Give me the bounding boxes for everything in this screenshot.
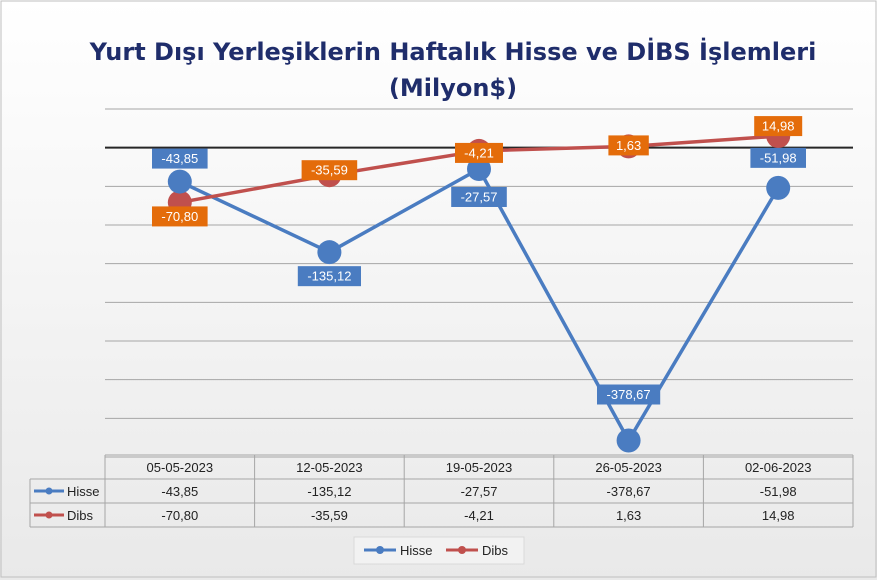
data-table: 05-05-2023 12-05-2023 19-05-2023 26-05-2023… [29,454,854,528]
data-label-box [152,206,208,227]
data-label: -70,80 [161,209,198,224]
table-series-name: Hisse [67,484,100,499]
data-label-box [451,186,507,207]
table-key-marker [45,511,53,519]
data-label: -51,98 [760,150,797,165]
table-header-cell: 12-05-2023 [296,460,363,475]
table-cell: -70,80 [161,508,198,523]
legend-key-marker [376,546,384,554]
chart-title: Yurt Dışı Yerleşiklerin Haftalık Hisse v… [89,37,817,66]
data-label-box [608,135,649,156]
data-label: 1,63 [616,138,641,153]
data-label-box [297,266,361,287]
table-header-cell: 05-05-2023 [147,460,214,475]
table-header-cell: 02-06-2023 [745,460,812,475]
table-cell: -51,98 [760,484,797,499]
table-cell: -4,21 [464,508,494,523]
legend-entry: Dibs [482,543,509,558]
legend-key-marker [458,546,466,554]
data-label-box [754,116,803,137]
data-label-box [301,160,358,181]
data-label-box [750,147,806,168]
table-cell: -378,67 [607,484,651,499]
table-cell: 1,63 [616,508,641,523]
chart-subtitle: (Milyon$) [389,74,517,102]
table-series-name: Dibs [67,508,94,523]
data-label: 14,98 [762,119,795,134]
table-cell: -43,85 [161,484,198,499]
marker-hisse [167,169,192,194]
data-label: -27,57 [461,189,498,204]
data-label: -43,85 [161,151,198,166]
data-label-box [597,384,661,405]
table-header-cell: 19-05-2023 [446,460,513,475]
data-label: -4,21 [464,145,494,160]
table-key-marker [45,487,53,495]
table-cell: 14,98 [762,508,795,523]
data-label-box [455,142,503,163]
data-label: -378,67 [607,387,651,402]
marker-hisse [616,428,641,453]
marker-hisse [766,175,791,200]
marker-hisse [317,240,342,265]
table-cell: -135,12 [307,484,351,499]
legend-entry: Hisse [400,543,433,558]
table-cell: -35,59 [311,508,348,523]
data-label: -35,59 [311,163,348,178]
table-cell: -27,57 [461,484,498,499]
legend: Hisse Dibs [353,536,525,565]
data-label: -135,12 [307,269,351,284]
data-label-box [152,148,208,169]
data-labels: -43,85 -135,12 -27,57 -378,67 -51,98 -70,80 -3… [152,116,806,405]
marker-hisse [467,156,491,181]
table-header-cell: 26-05-2023 [595,460,662,475]
